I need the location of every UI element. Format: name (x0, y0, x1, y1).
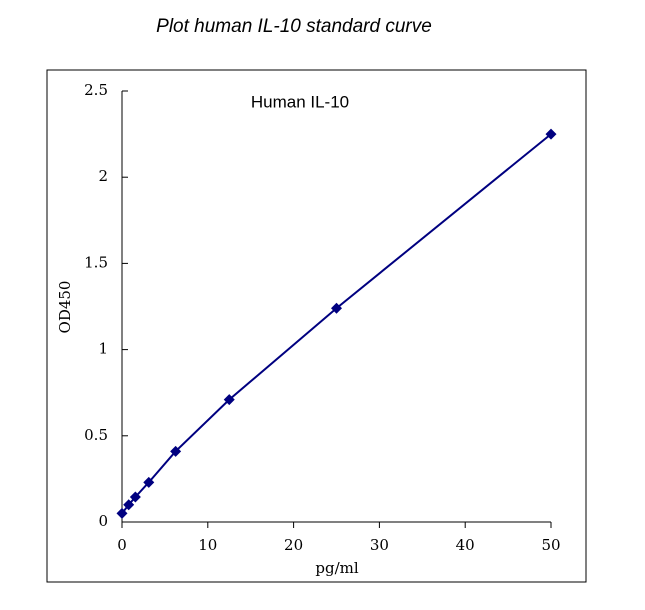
data-point (116, 507, 128, 519)
y-tick-label: 1 (98, 340, 108, 358)
data-point (170, 445, 182, 457)
x-tick-label: 20 (284, 536, 303, 554)
x-axis-label: pg/ml (315, 559, 358, 577)
y-tick-label: 0 (98, 512, 108, 530)
y-axis-label: OD450 (56, 281, 74, 334)
data-point (545, 128, 557, 140)
x-tick-label: 30 (370, 536, 389, 554)
annotation: Human IL-10 (251, 92, 349, 111)
data-point (331, 302, 342, 314)
x-tick-label: 50 (541, 536, 560, 554)
chart-title: Plot human IL-10 standard curve (156, 16, 432, 37)
y-tick-label: 0.5 (84, 426, 108, 444)
chart-frame (46, 69, 587, 583)
data-point (143, 476, 155, 488)
x-tick-label: 10 (198, 536, 217, 554)
x-tick-label: 40 (456, 536, 475, 554)
y-tick-label: 2.5 (84, 81, 108, 99)
data-point (223, 394, 235, 406)
x-tick-label: 0 (117, 536, 127, 554)
data-point (129, 491, 141, 503)
y-tick-label: 1.5 (84, 253, 108, 271)
curve (121, 133, 552, 514)
data-point (123, 499, 135, 511)
y-tick-label: 2 (98, 167, 108, 185)
